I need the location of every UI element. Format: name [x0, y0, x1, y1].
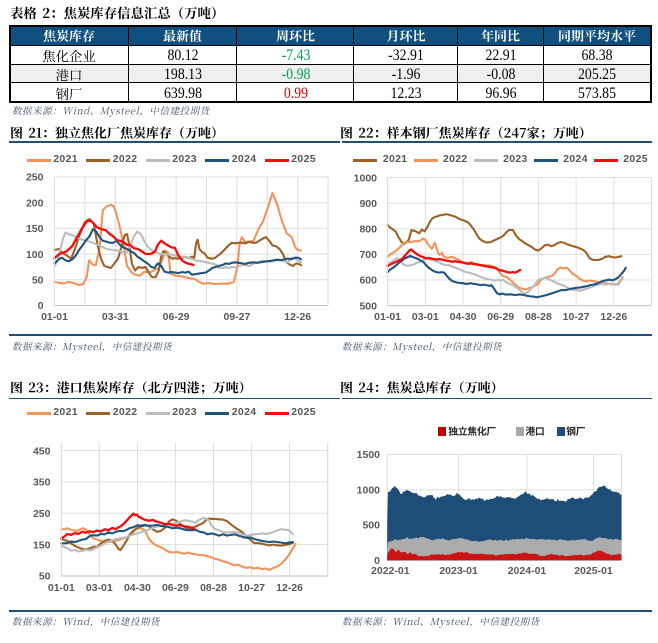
svg-text:100: 100 [26, 249, 44, 261]
svg-text:200: 200 [26, 197, 44, 209]
svg-text:600: 600 [359, 275, 377, 287]
svg-text:01-01: 01-01 [374, 311, 401, 323]
svg-text:250: 250 [26, 172, 44, 184]
svg-text:03-31: 03-31 [102, 311, 129, 323]
svg-text:1500: 1500 [357, 449, 381, 461]
svg-text:06-29: 06-29 [162, 582, 189, 594]
svg-text:1000: 1000 [354, 172, 378, 184]
svg-text:0: 0 [38, 300, 44, 312]
svg-text:10-27: 10-27 [563, 311, 590, 323]
svg-text:09-27: 09-27 [223, 311, 250, 323]
svg-text:08-28: 08-28 [200, 582, 227, 594]
svg-text:2022-01: 2022-01 [371, 565, 410, 577]
svg-text:2023-01: 2023-01 [439, 565, 478, 577]
svg-text:900: 900 [359, 198, 377, 210]
svg-text:500: 500 [359, 300, 377, 312]
svg-text:01-01: 01-01 [41, 311, 68, 323]
svg-text:2025-01: 2025-01 [574, 565, 613, 577]
svg-text:800: 800 [359, 224, 377, 236]
svg-text:0: 0 [374, 555, 380, 567]
svg-text:450: 450 [33, 445, 51, 457]
svg-text:10-27: 10-27 [238, 582, 265, 594]
svg-text:03-01: 03-01 [412, 311, 439, 323]
svg-text:06-29: 06-29 [163, 311, 190, 323]
svg-text:250: 250 [33, 508, 51, 520]
svg-text:150: 150 [26, 223, 44, 235]
svg-text:700: 700 [359, 249, 377, 261]
svg-text:500: 500 [362, 520, 380, 532]
svg-text:12-26: 12-26 [276, 582, 303, 594]
svg-text:08-28: 08-28 [525, 311, 552, 323]
svg-text:12-26: 12-26 [284, 311, 311, 323]
svg-text:12-26: 12-26 [600, 311, 627, 323]
svg-text:04-30: 04-30 [450, 311, 477, 323]
svg-text:50: 50 [39, 571, 51, 583]
svg-text:1000: 1000 [357, 484, 381, 496]
svg-text:2024-01: 2024-01 [508, 565, 547, 577]
svg-text:03-01: 03-01 [86, 582, 113, 594]
svg-text:04-30: 04-30 [124, 582, 151, 594]
svg-text:01-01: 01-01 [48, 582, 75, 594]
svg-text:350: 350 [33, 477, 51, 489]
svg-text:06-29: 06-29 [487, 311, 514, 323]
svg-text:50: 50 [32, 275, 44, 287]
svg-text:150: 150 [33, 539, 51, 551]
